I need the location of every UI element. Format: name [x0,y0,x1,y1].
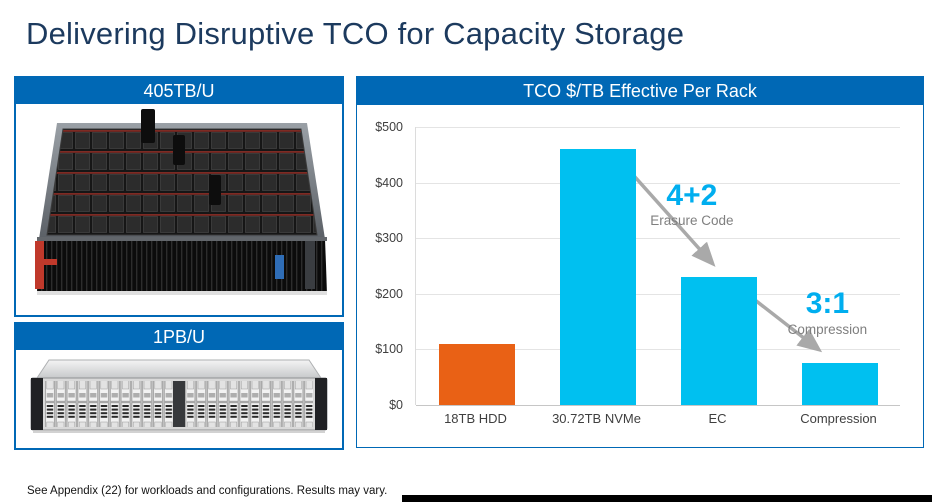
bar-compression [801,363,878,405]
x-tick-label: 30.72TB NVMe [552,411,641,426]
arrow-ec-to-compression [744,291,823,353]
page-title: Delivering Disruptive TCO for Capacity S… [26,16,685,51]
x-axis-labels: 18TB HDD 30.72TB NVMe EC Compression [415,411,899,431]
jbof-server-front-image [16,350,342,442]
y-axis: $500 $400 $300 $200 $100 $0 [357,120,409,412]
panel-405tb-header: 405TB/U [16,78,342,104]
chart-plot: 4+2 Erasure Code 3:1 Compression [415,127,900,406]
bar-18tb-hdd [438,343,515,405]
y-tick-label: $200 [375,286,403,301]
arrow-annotations [624,165,823,353]
gridline [416,349,900,351]
panel-405tb: 405TB/U [14,76,344,317]
y-tick-label: $300 [375,231,403,246]
x-tick-label: Compression [800,411,877,426]
panel-1pb-header: 1PB/U [16,324,342,350]
annotation-erasure-code-label: Erasure Code [650,213,734,229]
chart-title: TCO $/TB Effective Per Rack [357,77,923,105]
gridline [416,293,900,295]
storage-server-top-image [16,104,342,309]
footnote: See Appendix (22) for workloads and conf… [27,485,388,497]
arrow-nvme-to-ec [624,165,716,267]
gridline [416,238,900,240]
annotation-erasure-code-value: 4+2 [666,178,718,212]
chart-body: $500 $400 $300 $200 $100 $0 4+2 Erasure Code [357,105,923,445]
tco-chart-panel: TCO $/TB Effective Per Rack $500 $400 $300… [356,76,924,448]
gridline [416,405,900,406]
x-tick-label: 18TB HDD [444,411,507,426]
storage-server-top-svg [35,108,327,295]
gridline [416,182,900,184]
bar-ec [680,277,757,405]
annotation-compression-value: 3:1 [805,287,850,321]
bottom-bar [402,495,932,502]
gridline [416,127,900,128]
panel-1pb: 1PB/U [14,322,344,450]
y-tick-label: $100 [375,342,403,357]
y-tick-label: $400 [375,175,403,190]
jbof-server-front-svg [30,359,328,433]
y-tick-label: $0 [389,398,403,412]
x-tick-label: EC [708,411,727,426]
annotation-erasure-code: 4+2 Erasure Code [590,180,793,229]
y-tick-label: $500 [375,120,403,134]
bar-30-72tb-nvme [559,149,636,405]
annotation-compression: 3:1 Compression [740,288,914,337]
annotation-compression-label: Compression [787,321,868,337]
